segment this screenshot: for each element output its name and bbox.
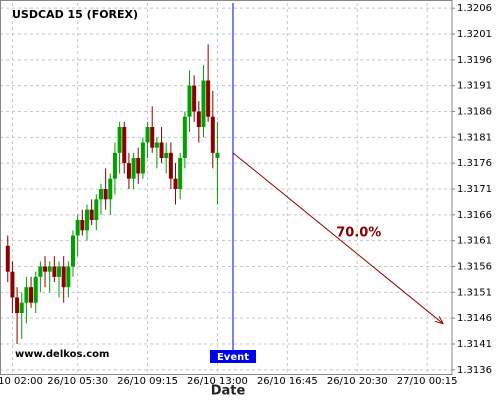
candle-body bbox=[154, 142, 159, 148]
candle-body bbox=[29, 287, 34, 303]
y-tick-label: 1.3136 bbox=[457, 365, 492, 376]
marks bbox=[5, 44, 220, 344]
y-tick-label: 1.3191 bbox=[457, 81, 492, 92]
candle-body bbox=[33, 276, 38, 303]
x-tick-label: 26/10 20:30 bbox=[327, 376, 388, 387]
candle-body bbox=[38, 266, 43, 277]
y-tick-label: 1.3196 bbox=[457, 55, 492, 66]
candle-body bbox=[5, 245, 10, 272]
candle-body bbox=[43, 266, 48, 272]
candle-body bbox=[131, 158, 136, 179]
candle-body bbox=[159, 142, 164, 158]
x-tick-label: 26/10 09:15 bbox=[117, 376, 178, 387]
candle-body bbox=[201, 80, 206, 127]
candle-body bbox=[94, 199, 99, 220]
y-tick-label: 1.3156 bbox=[457, 262, 492, 273]
candle-body bbox=[215, 152, 220, 158]
candle-body bbox=[173, 178, 178, 189]
candle-body bbox=[52, 266, 57, 277]
candle-body bbox=[71, 235, 76, 267]
candle-body bbox=[122, 127, 127, 164]
candle-body bbox=[84, 209, 89, 231]
candle-body bbox=[117, 127, 122, 153]
y-tick-label: 1.3201 bbox=[457, 29, 492, 40]
candle-body bbox=[187, 85, 192, 117]
candle-body bbox=[98, 189, 103, 200]
x-tick-label: 27/10 00:15 bbox=[397, 376, 458, 387]
candle-body bbox=[103, 189, 108, 200]
watermark: www.delkos.com bbox=[15, 349, 109, 360]
candle-body bbox=[126, 163, 131, 179]
candle-body bbox=[206, 80, 211, 117]
projection-arrow bbox=[232, 152, 443, 324]
candle-body bbox=[136, 158, 141, 174]
candle-body bbox=[75, 220, 80, 236]
y-tick-label: 1.3186 bbox=[457, 107, 492, 118]
chart-title: USDCAD 15 (FOREX) bbox=[12, 8, 138, 21]
candle-body bbox=[66, 266, 71, 288]
x-tick-label: 26/10 16:45 bbox=[257, 376, 318, 387]
y-tick-label: 1.3151 bbox=[457, 287, 492, 298]
candle-body bbox=[196, 111, 201, 127]
candle-body bbox=[145, 127, 150, 143]
candle-body bbox=[150, 127, 155, 148]
event-label: Event bbox=[217, 352, 249, 363]
y-tick-label: 1.3176 bbox=[457, 158, 492, 169]
candle-body bbox=[140, 142, 145, 174]
plot-frame bbox=[0, 0, 453, 375]
candle-body bbox=[210, 116, 215, 153]
x-tick-label: 26/10 02:00 bbox=[0, 376, 43, 387]
y-tick-label: 1.3166 bbox=[457, 210, 492, 221]
candle-body bbox=[24, 287, 29, 303]
y-tick-label: 1.3141 bbox=[457, 339, 492, 350]
candle-body bbox=[57, 266, 62, 277]
candle-body bbox=[168, 152, 173, 179]
candle-body bbox=[192, 85, 197, 112]
candle-body bbox=[112, 152, 117, 179]
x-tick-label: 26/10 13:00 bbox=[187, 376, 248, 387]
projection-label: 70.0% bbox=[336, 226, 381, 241]
y-tick-label: 1.3206 bbox=[457, 3, 492, 14]
candle-body bbox=[178, 158, 183, 189]
y-tick-label: 1.3181 bbox=[457, 132, 492, 143]
candle-body bbox=[80, 220, 85, 231]
candle-body bbox=[10, 271, 15, 298]
grid bbox=[0, 3, 452, 375]
candle-body bbox=[108, 178, 113, 200]
candle-body bbox=[164, 152, 169, 158]
candle-body bbox=[15, 297, 20, 313]
candle-body bbox=[61, 266, 66, 288]
candle-body bbox=[47, 266, 52, 272]
event-box bbox=[209, 350, 256, 363]
y-tick-label: 1.3146 bbox=[457, 313, 492, 324]
y-tick-label: 1.3161 bbox=[457, 236, 492, 247]
candle-body bbox=[89, 209, 94, 220]
x-tick-label: 26/10 05:30 bbox=[47, 376, 108, 387]
candle-body bbox=[182, 116, 187, 158]
y-tick-label: 1.3171 bbox=[457, 184, 492, 195]
x-axis-title: Date bbox=[211, 384, 246, 399]
candle-body bbox=[19, 302, 24, 313]
